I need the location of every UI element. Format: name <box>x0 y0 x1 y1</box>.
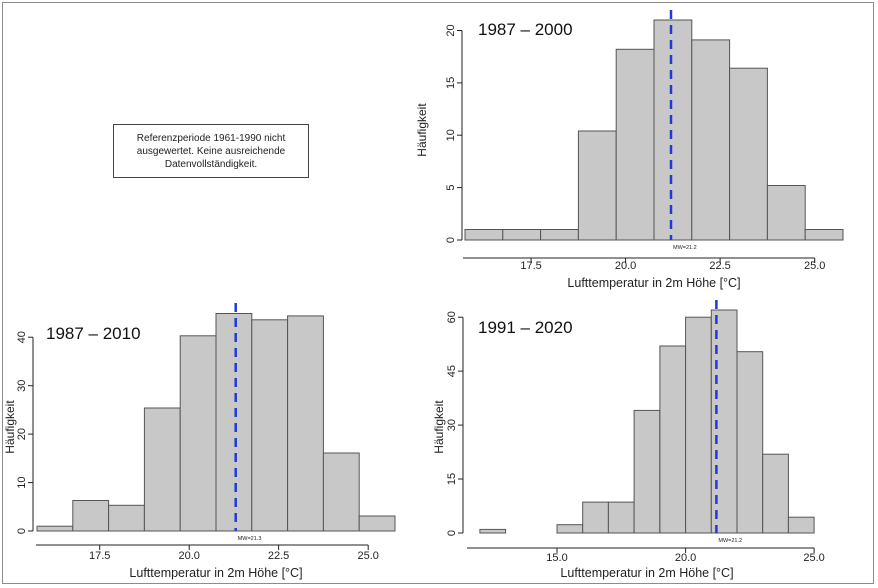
histogram-bar <box>633 409 661 534</box>
histogram-bar <box>804 229 844 241</box>
reference-period-note: Referenzperiode 1961-1990 nicht ausgewer… <box>113 124 309 178</box>
y-axis-label: Häufigkeit <box>432 400 446 454</box>
x-tick-label: 25.0 <box>803 552 824 564</box>
histogram-bar <box>322 452 360 532</box>
y-tick-label: 30 <box>16 380 28 392</box>
histogram-bar <box>766 185 806 241</box>
y-tick-label: 10 <box>16 476 28 488</box>
y-axis-label: Häufigkeit <box>3 400 17 454</box>
x-tick-label: 17.5 <box>520 260 541 272</box>
histogram-bar <box>691 39 731 241</box>
y-tick-label: 0 <box>445 237 457 243</box>
y-tick-label: 15 <box>446 473 458 485</box>
histogram-bar <box>179 335 217 532</box>
histogram-bar <box>736 351 764 534</box>
y-tick-label: 40 <box>16 331 28 343</box>
y-tick-label: 20 <box>445 24 457 36</box>
histogram-bar <box>72 500 110 532</box>
x-axis-label: Lufttemperatur in 2m Höhe [°C] <box>129 566 302 580</box>
x-tick-label: 15.0 <box>546 552 567 564</box>
x-tick-label: 20.0 <box>178 550 199 562</box>
histogram-bar <box>358 515 396 532</box>
x-tick-label: 22.5 <box>268 550 289 562</box>
x-tick-label: 20.0 <box>675 552 696 564</box>
x-tick-label: 20.0 <box>615 260 636 272</box>
y-tick-label: 0 <box>446 530 458 536</box>
y-tick-label: 10 <box>445 129 457 141</box>
y-tick-label: 15 <box>445 77 457 89</box>
histogram-bar <box>653 19 693 241</box>
y-tick-label: 20 <box>16 428 28 440</box>
chart-title: 1987 – 2000 <box>478 20 573 39</box>
chart-title: 1991 – 2020 <box>478 318 573 337</box>
histogram-bar <box>556 524 584 534</box>
x-tick-label: 22.5 <box>709 260 730 272</box>
histogram-bar <box>685 316 712 534</box>
y-tick-label: 30 <box>446 419 458 431</box>
mean-label: MW=21.2 <box>673 245 697 251</box>
y-tick-label: 60 <box>446 311 458 323</box>
y-tick-label: 0 <box>16 528 28 534</box>
mean-label: MW=21.3 <box>238 536 262 542</box>
x-tick-label: 17.5 <box>89 550 110 562</box>
histogram-bar <box>287 315 324 532</box>
histogram-bar <box>787 516 815 534</box>
histogram-bar <box>659 345 687 534</box>
x-tick-label: 25.0 <box>357 550 378 562</box>
x-tick-label: 25.0 <box>804 260 825 272</box>
chart-title: 1987 – 2010 <box>46 324 141 343</box>
histogram-bar <box>582 501 609 534</box>
x-axis-label: Lufttemperatur in 2m Höhe [°C] <box>567 276 740 290</box>
x-axis-label: Lufttemperatur in 2m Höhe [°C] <box>560 566 733 580</box>
y-tick-label: 5 <box>445 185 457 191</box>
histogram-bar <box>577 130 617 241</box>
histogram-bar <box>143 407 181 532</box>
histogram-bar <box>479 528 507 534</box>
reference-period-note-text: Referenzperiode 1961-1990 nicht ausgewer… <box>136 132 286 170</box>
y-axis-label: Häufigkeit <box>415 103 429 157</box>
histogram-bar <box>251 319 289 532</box>
histogram-bar <box>729 67 768 241</box>
histogram-bar <box>215 313 253 532</box>
mean-label: MW=21.2 <box>718 538 742 544</box>
histogram-bar <box>607 501 635 534</box>
y-tick-label: 45 <box>446 365 458 377</box>
histogram-bar <box>762 453 789 534</box>
histogram-bar <box>615 48 655 241</box>
